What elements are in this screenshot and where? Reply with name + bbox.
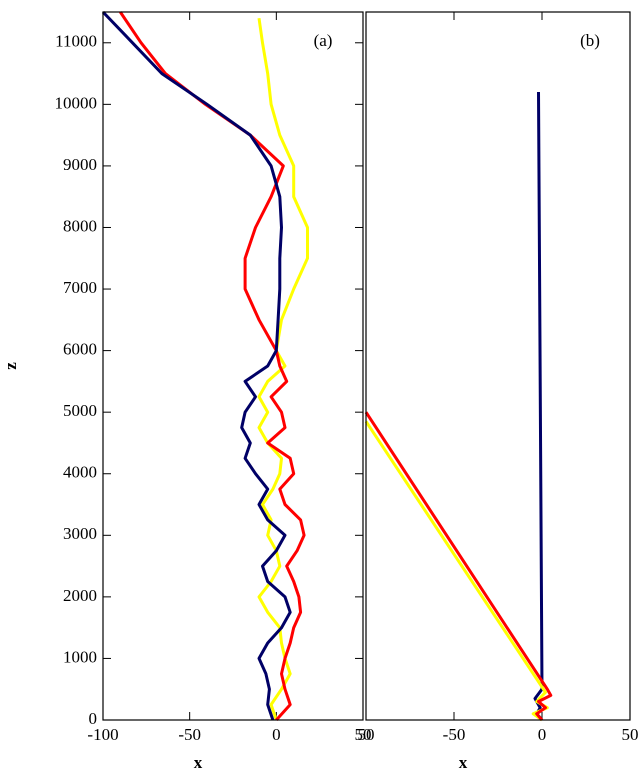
data-line (119, 11, 306, 722)
y-tick-label: 5000 (63, 401, 97, 420)
x-tick-label: 50 (355, 725, 372, 744)
x-axis-label: x (459, 753, 468, 772)
data-line (101, 10, 292, 721)
panel-label: (b) (580, 31, 600, 50)
data-line (364, 420, 549, 722)
plot-frame (102, 11, 364, 721)
y-tick-label: 0 (89, 709, 98, 728)
x-tick-label: 0 (272, 725, 281, 744)
y-tick-label: 3000 (63, 524, 97, 543)
y-axis-label: z (1, 362, 20, 370)
data-line (533, 91, 544, 721)
plot-frame (365, 11, 631, 721)
y-tick-label: 7000 (63, 278, 97, 297)
x-axis-label: x (194, 753, 203, 772)
data-line (364, 411, 553, 721)
y-tick-label: 4000 (63, 463, 97, 482)
y-tick-label: 10000 (55, 93, 98, 112)
x-tick-label: 0 (538, 725, 547, 744)
y-tick-label: 6000 (63, 340, 97, 359)
x-tick-label: -50 (443, 725, 466, 744)
x-tick-label: -100 (87, 725, 118, 744)
y-tick-label: 2000 (63, 586, 97, 605)
x-tick-label: 50 (622, 725, 639, 744)
x-tick-label: -50 (178, 725, 201, 744)
y-tick-label: 11000 (55, 32, 97, 51)
y-tick-label: 8000 (63, 216, 97, 235)
y-tick-label: 1000 (63, 647, 97, 666)
y-tick-label: 9000 (63, 155, 97, 174)
x-tick-label: 50 (358, 725, 375, 744)
panel-label: (a) (314, 31, 333, 50)
